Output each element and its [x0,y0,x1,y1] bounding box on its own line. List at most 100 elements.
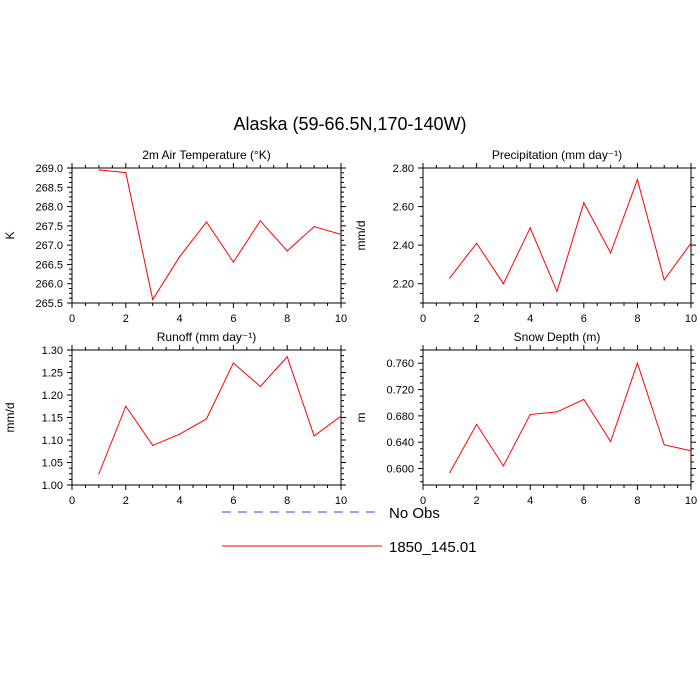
data-point [502,465,504,467]
data-point [476,423,478,426]
data-point [313,435,315,437]
x-tick-label: 10 [685,495,697,507]
x-tick-label: 8 [284,313,290,325]
y-tick-label: 1.15 [42,413,63,425]
x-tick-label: 6 [230,495,236,507]
panel-title: Precipitation (mm day⁻¹) [492,148,622,162]
y-tick-label: 1.20 [42,390,63,402]
y-tick-label: 2.60 [393,202,414,214]
y-axis-label: m [354,413,368,423]
data-point [259,220,261,222]
data-point [340,233,341,235]
panel-runoff: Runoff (mm day⁻¹) mm/d 0 2 4 6 8 10 1.00 1.05 1.10… [3,330,347,507]
y-tick-label: 266.5 [35,259,63,271]
y-tick-label: 2.80 [393,163,414,175]
x-tick-label: 2 [474,313,480,325]
panel-air-temperature: 2m Air Temperature (°K) K 0 2 4 6 8 10 265.5 266.… [3,148,347,325]
y-axis-label: K [3,231,17,239]
plot-frame [71,167,342,304]
y-tick-label: 1.30 [42,345,63,357]
legend-model-label: 1850_145.01 [389,539,477,556]
data-point [125,172,127,174]
data-point [476,242,478,244]
panel-title: Runoff (mm day⁻¹) [157,330,256,344]
data-point [449,471,451,474]
series-line [449,177,691,293]
y-tick-label: 269.0 [35,163,63,175]
y-tick-label: 0.760 [386,358,414,370]
data-point [610,252,612,254]
data-point [556,290,558,293]
x-tick-label: 8 [284,495,290,507]
panel-precipitation: Precipitation (mm day⁻¹) mm/d 0 2 4 6 8 10 2.20 2… [354,148,697,325]
data-point [98,473,100,475]
data-point [125,405,127,407]
legend: No Obs 1850_145.01 [222,505,477,556]
panel-title: 2m Air Temperature (°K) [142,148,271,162]
x-tick-label: 0 [69,313,75,325]
y-tick-label: 0.720 [386,385,414,397]
x-tick-label: 4 [527,495,533,507]
data-point [179,433,181,435]
y-tick-label: 266.0 [35,279,63,291]
y-tick-label: 1.05 [42,458,63,470]
y-tick-label: 268.0 [35,202,63,214]
data-point [583,202,585,204]
y-tick-label: 0.680 [386,411,414,423]
x-tick-label: 10 [335,495,347,507]
data-point [690,242,691,244]
data-point [529,227,531,229]
series-line [98,355,341,474]
data-point [502,283,504,285]
panel-snow-depth: Snow Depth (m) m 0 2 4 6 8 10 0.600 0.640 0.680 0.7… [354,330,697,507]
plot-frame [422,349,692,486]
y-axis-label: mm/d [3,403,17,433]
x-tick-label: 0 [420,495,426,507]
x-tick-label: 4 [177,313,183,325]
y-tick-label: 268.5 [35,182,63,194]
data-point [259,385,261,388]
data-point [583,398,585,400]
data-point [232,362,234,364]
y-tick-label: 265.5 [35,298,63,310]
data-point [636,362,639,364]
x-tick-label: 6 [581,495,587,507]
y-tick-label: 1.10 [42,435,63,447]
x-tick-label: 4 [527,313,533,325]
x-tick-label: 6 [581,313,587,325]
plot-frame [71,349,342,486]
series-line [449,361,691,473]
data-point [610,440,612,443]
data-point [449,277,451,279]
data-point [663,279,665,281]
data-point [690,450,691,452]
x-tick-label: 10 [335,313,347,325]
x-tick-label: 0 [69,495,75,507]
figure-title: Alaska (59-66.5N,170-140W) [233,114,466,134]
data-point [556,411,558,413]
x-tick-label: 10 [685,313,697,325]
x-tick-label: 0 [420,313,426,325]
x-tick-label: 2 [123,313,129,325]
data-point [340,415,341,417]
data-point [152,298,154,301]
data-point [286,356,288,358]
data-point [529,413,531,416]
data-point [636,178,639,181]
data-point [98,169,100,171]
data-point [152,444,154,446]
x-tick-label: 8 [634,313,640,325]
data-point [663,444,665,446]
y-tick-label: 267.0 [35,240,63,252]
x-tick-label: 2 [474,495,480,507]
data-point [179,256,181,258]
y-tick-label: 1.00 [42,480,63,492]
y-tick-label: 0.640 [386,437,414,449]
x-tick-label: 2 [123,495,129,507]
x-tick-label: 4 [177,495,183,507]
legend-no-obs-label: No Obs [389,505,440,522]
y-tick-label: 267.5 [35,221,63,233]
panel-title: Snow Depth (m) [514,330,601,344]
x-tick-label: 6 [230,313,236,325]
